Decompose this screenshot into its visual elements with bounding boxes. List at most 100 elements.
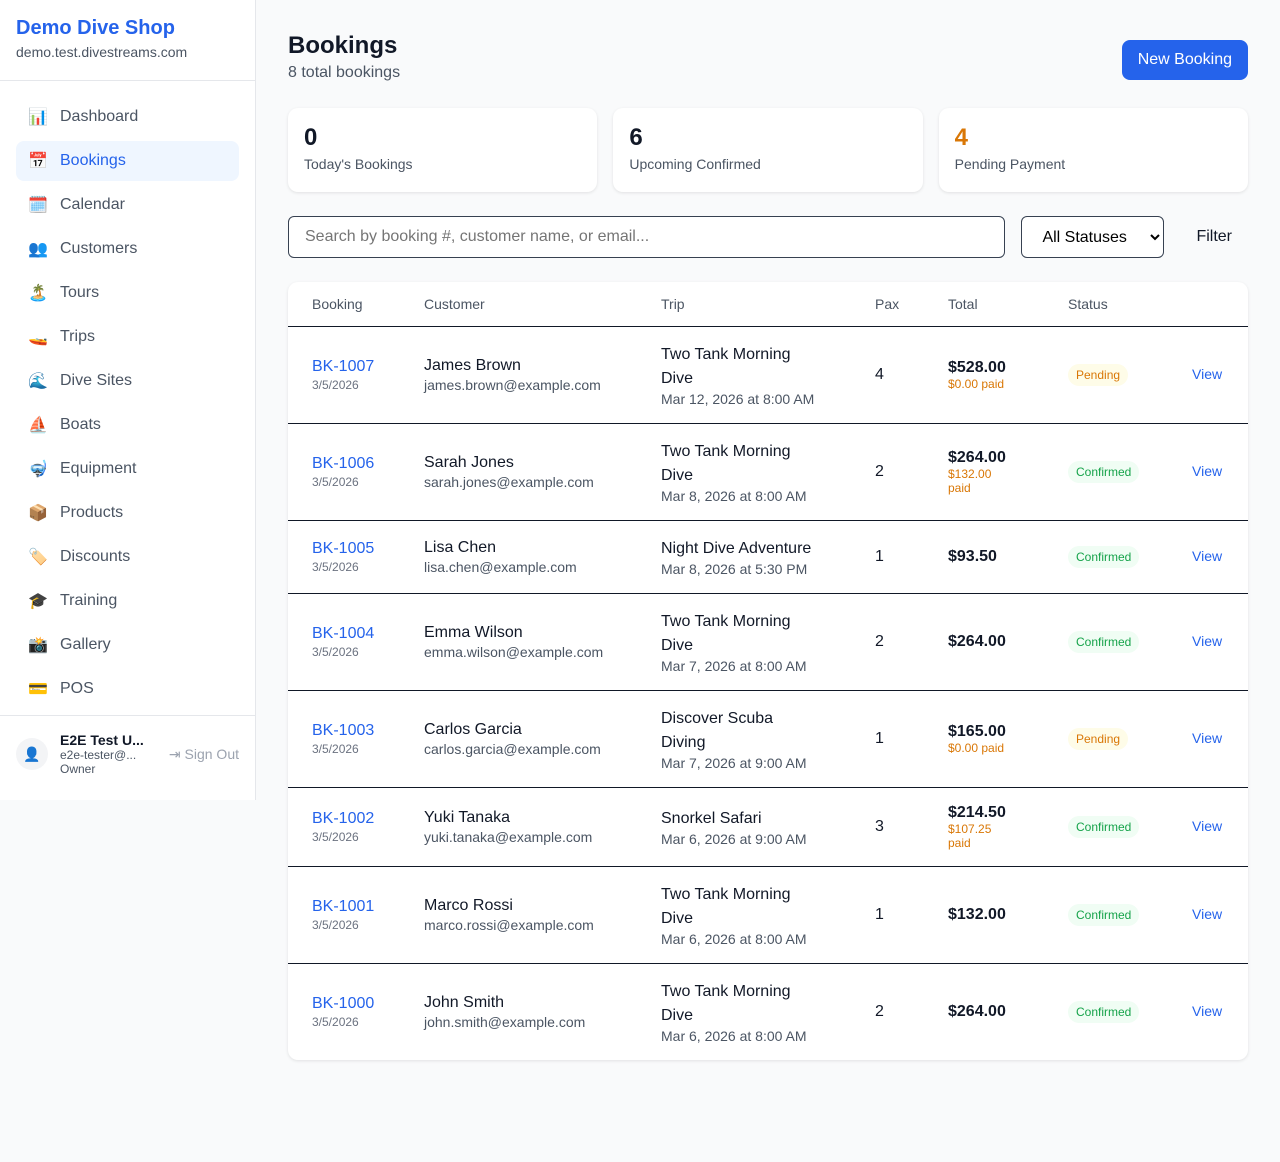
stat-label: Pending Payment xyxy=(954,156,1066,172)
view-link[interactable]: View xyxy=(1192,905,1223,922)
trip-date: Mar 8, 2026 at 5:30 PM xyxy=(661,560,808,577)
booking-link[interactable]: BK-1003 xyxy=(312,721,375,739)
search-input[interactable] xyxy=(288,216,1006,258)
sidebar-item-label: Tours xyxy=(60,284,100,301)
sidebar-item-label: Discounts xyxy=(60,548,131,565)
total-amount: $264.00 xyxy=(948,1002,1006,1020)
status-badge: Pending xyxy=(1068,727,1129,750)
view-link[interactable]: View xyxy=(1192,632,1223,649)
view-link[interactable]: View xyxy=(1192,462,1223,479)
trip-name: Discover Scuba Diving xyxy=(661,709,774,751)
booking-date: 3/5/2026 xyxy=(312,1014,359,1029)
sidebar-item-gallery[interactable]: 📸 Gallery xyxy=(16,625,239,665)
sign-out-button[interactable]: ⇥ Sign Out xyxy=(169,746,239,763)
sidebar-item-boats[interactable]: ⛵ Boats xyxy=(16,405,239,445)
sidebar-item-discounts[interactable]: 🏷️ Discounts xyxy=(16,537,239,577)
sidebar-item-calendar[interactable]: 🗓️ Calendar xyxy=(16,185,239,225)
booking-link[interactable]: BK-1001 xyxy=(312,897,375,915)
camera-icon: 📸 xyxy=(28,637,48,654)
total-amount: $264.00 xyxy=(948,632,1006,650)
status-badge: Confirmed xyxy=(1068,903,1140,926)
sidebar-item-products[interactable]: 📦 Products xyxy=(16,493,239,533)
view-link[interactable]: View xyxy=(1192,729,1223,746)
wave-icon: 🌊 xyxy=(28,373,48,390)
status-select[interactable]: All Statuses xyxy=(1021,216,1165,258)
customer-name: Carlos Garcia xyxy=(424,720,522,738)
sidebar-nav: 📊 Dashboard 📅 Bookings 🗓️ Calendar 👥 Customers 🏝… xyxy=(0,81,255,709)
new-booking-button[interactable]: New Booking xyxy=(1121,40,1248,80)
package-icon: 📦 xyxy=(28,505,48,522)
sidebar-item-customers[interactable]: 👥 Customers xyxy=(16,229,239,269)
trip-date: Mar 12, 2026 at 8:00 AM xyxy=(661,390,815,407)
total-amount: $214.50 xyxy=(948,803,1006,821)
brand: Demo Dive Shop demo.test.divestreams.com xyxy=(0,0,255,81)
trip-name: Two Tank Morning Dive xyxy=(661,442,791,484)
column-header: Trip xyxy=(649,282,863,327)
stat-value: 4 xyxy=(954,124,969,151)
booking-link[interactable]: BK-1002 xyxy=(312,809,375,827)
booking-link[interactable]: BK-1000 xyxy=(312,994,375,1012)
customer-email: lisa.chen@example.com xyxy=(424,558,577,575)
sidebar-item-pos[interactable]: 💳 POS xyxy=(16,669,239,709)
status-badge: Confirmed xyxy=(1068,815,1140,838)
sidebar-item-label: Products xyxy=(60,504,124,521)
status-badge: Pending xyxy=(1068,363,1129,386)
user-panel: 👤 E2E Test U... e2e-tester@... Owner ⇥ S… xyxy=(0,715,255,792)
trip-name: Two Tank Morning Dive xyxy=(661,612,791,654)
view-link[interactable]: View xyxy=(1192,547,1223,564)
table-row: BK-1002 3/5/2026 Yuki Tanaka yuki.tanaka@e… xyxy=(288,787,1248,867)
booking-link[interactable]: BK-1006 xyxy=(312,454,375,472)
sidebar-item-equipment[interactable]: 🤿 Equipment xyxy=(16,449,239,489)
trip-name: Snorkel Safari xyxy=(661,809,762,827)
sidebar-item-dive-sites[interactable]: 🌊 Dive Sites xyxy=(16,361,239,401)
filter-button[interactable]: Filter xyxy=(1180,228,1248,246)
total-amount: $165.00 xyxy=(948,722,1006,740)
sidebar-item-label: Gallery xyxy=(60,636,111,653)
shop-name[interactable]: Demo Dive Shop xyxy=(16,17,175,39)
users-icon: 👥 xyxy=(28,241,48,258)
customer-email: emma.wilson@example.com xyxy=(424,643,604,660)
trip-date: Mar 8, 2026 at 8:00 AM xyxy=(661,487,807,504)
user-role: Owner xyxy=(60,762,96,776)
pax: 2 xyxy=(875,1002,884,1020)
table-row: BK-1007 3/5/2026 James Brown james.brown@e… xyxy=(288,326,1248,424)
user-email: e2e-tester@... xyxy=(60,748,137,762)
sidebar-item-label: Boats xyxy=(60,416,101,433)
customer-name: Emma Wilson xyxy=(424,623,523,641)
pax: 4 xyxy=(863,326,936,424)
bookings-table: Booking Customer Trip Pax Total Status BK-100… xyxy=(288,282,1248,1060)
sidebar-item-training[interactable]: 🎓 Training xyxy=(16,581,239,621)
bar-chart-icon: 📊 xyxy=(28,109,48,126)
view-link[interactable]: View xyxy=(1192,817,1223,834)
paid-amount: $0.00 paid xyxy=(948,376,1005,391)
view-link[interactable]: View xyxy=(1192,365,1223,382)
paid-amount: $0.00 paid xyxy=(948,740,1005,755)
table-row: BK-1003 3/5/2026 Carlos Garcia carlos.garc… xyxy=(288,690,1248,788)
booking-link[interactable]: BK-1007 xyxy=(312,357,375,375)
booking-link[interactable]: BK-1004 xyxy=(312,624,375,642)
sidebar: Demo Dive Shop demo.test.divestreams.com… xyxy=(0,0,256,800)
customer-email: marco.rossi@example.com xyxy=(424,916,594,933)
sailboat-icon: ⛵ xyxy=(28,417,48,434)
pax: 1 xyxy=(863,690,936,788)
booking-date: 3/5/2026 xyxy=(312,741,359,756)
column-header: Pax xyxy=(863,282,936,327)
booking-date: 3/5/2026 xyxy=(312,917,359,932)
booking-link[interactable]: BK-1005 xyxy=(312,539,375,557)
table-header: Booking Customer Trip Pax Total Status xyxy=(288,282,1248,327)
customer-name: Marco Rossi xyxy=(424,896,513,914)
user-name: E2E Test U... xyxy=(60,732,144,748)
column-header: Customer xyxy=(412,282,649,327)
sidebar-item-tours[interactable]: 🏝️ Tours xyxy=(16,273,239,313)
graduation-cap-icon: 🎓 xyxy=(28,593,48,610)
sign-out-icon: ⇥ xyxy=(168,745,181,762)
speedboat-icon: 🚤 xyxy=(28,329,48,346)
sidebar-item-bookings[interactable]: 📅 Bookings xyxy=(16,141,239,181)
customer-email: sarah.jones@example.com xyxy=(424,473,594,490)
credit-card-icon: 💳 xyxy=(28,681,48,698)
table-row: BK-1000 3/5/2026 John Smith john.smith@exa… xyxy=(288,963,1248,1060)
sidebar-item-dashboard[interactable]: 📊 Dashboard xyxy=(16,97,239,137)
sidebar-item-label: Dive Sites xyxy=(60,372,133,389)
view-link[interactable]: View xyxy=(1192,1002,1223,1019)
sidebar-item-trips[interactable]: 🚤 Trips xyxy=(16,317,239,357)
